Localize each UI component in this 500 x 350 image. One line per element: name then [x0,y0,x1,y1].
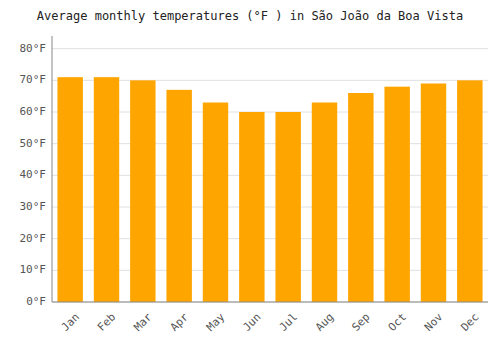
y-tick-label: 0°F [26,295,46,308]
bar [239,112,264,302]
grid-line [52,48,488,49]
bar [57,77,82,302]
x-tick-label: Oct [386,311,409,334]
y-axis-line [52,36,53,302]
x-tick-label: Jan [59,311,82,334]
bar [421,84,446,303]
y-tick-label: 70°F [20,73,47,86]
bar [166,90,191,302]
grid-line [52,302,488,303]
x-tick-label: Jul [277,311,300,334]
bar [94,77,119,302]
x-tick-label: Feb [95,311,118,334]
bars [57,77,482,302]
y-tick-label: 60°F [20,105,47,118]
chart: 0°F 10°F 20°F 30°F 40°F 50°F 60°F 70°F 80°F Jan Fe… [0,0,500,350]
x-tick-label: May [204,310,228,334]
bar [130,80,155,302]
chart-container: 0°F 10°F 20°F 30°F 40°F 50°F 60°F 70°F 80°F Jan Fe… [0,0,500,350]
grid [52,49,488,302]
bar [275,112,300,302]
bar [348,93,373,302]
bar [457,80,482,302]
y-tick-label: 20°F [20,232,47,245]
x-tick-label: Jun [240,311,263,334]
title: Average monthly temperatures (°F ) in Sã… [37,9,463,23]
x-axis-line [52,302,488,303]
x-tick-label: Aug [313,311,336,334]
y-tick-label: 10°F [20,263,47,276]
bar [384,87,409,302]
x-tick-label: Apr [168,310,192,334]
bar [312,103,337,303]
x-tick-label: Sep [349,311,372,334]
bar [203,103,228,303]
y-tick-label: 40°F [20,168,47,181]
y-tick-label: 30°F [20,200,47,213]
y-tick-label: 50°F [20,137,47,150]
x-tick-label: Nov [422,310,446,334]
x-tick-label: Dec [458,311,481,334]
x-tick-label: Mar [131,310,155,334]
y-tick-label: 80°F [20,42,47,55]
y-axis: 0°F 10°F 20°F 30°F 40°F 50°F 60°F 70°F 80°F [20,42,47,308]
x-axis: Jan Feb Mar Apr May Jun Jul Aug Sep Oct Nov Dec [59,310,482,334]
